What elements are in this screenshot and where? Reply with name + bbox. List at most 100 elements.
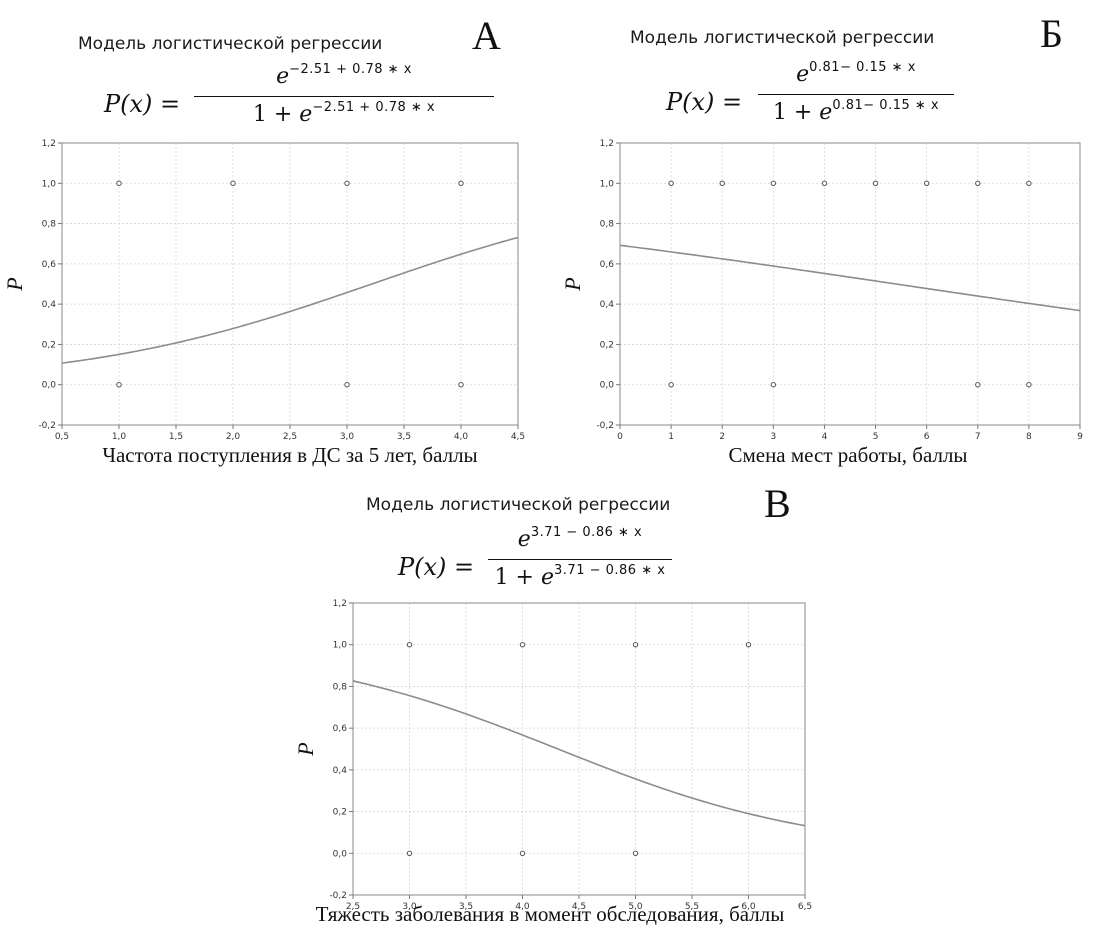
y-tick-label: 0,6 [600,260,615,270]
x-tick-label: 3,5 [459,902,473,912]
formula-denominator: 1 + e0.81− 0.15 ∗ x [772,98,940,125]
chart-title: Модель логистической регрессии [366,495,671,515]
x-tick-label: 2,5 [346,902,360,912]
data-point [770,382,777,388]
x-tick-label: 1,0 [112,432,127,442]
y-tick-label: 0,8 [333,682,348,692]
chart-title: Модель логистической регрессии [78,34,383,54]
y-tick-label: 0,0 [42,381,57,391]
x-tick-label: 5 [873,432,879,442]
y-tick-label: 1,2 [600,139,614,149]
x-tick-label: 6 [924,432,930,442]
y-tick-label: 0,6 [42,260,57,270]
y-tick-label: 0,2 [333,808,347,818]
formula-numerator: e0.81− 0.15 ∗ x [796,60,916,87]
x-tick-label: 4,5 [572,902,586,912]
y-tick-label: 0,2 [600,340,614,350]
x-tick-label: 4 [822,432,828,442]
logistic-curve [352,680,806,827]
panel-letter: В [764,481,791,526]
data-point [745,642,752,648]
x-tick-label: 2 [719,432,725,442]
x-axis-label: Смена мест работы, баллы [728,443,968,467]
x-axis-label: Частота поступления в ДС за 5 лет, баллы [102,443,478,467]
data-point [230,180,236,186]
x-axis-label: Тяжесть заболевания в момент обследовани… [315,902,785,926]
x-tick-label: 9 [1077,432,1083,442]
data-point [406,850,413,856]
denominator-exponent: 0.81− 0.15 ∗ x [832,98,940,113]
y-axis-label: P [293,742,318,756]
formula-denominator: 1 + e−2.51 + 0.78 ∗ x [252,100,436,127]
y-tick-label: 0,4 [600,300,615,310]
data-point [116,382,122,388]
y-tick-label: 1,0 [333,641,348,651]
y-axis-label: P [560,277,585,291]
chart-title: Модель логистической регрессии [630,28,935,48]
y-tick-label: -0,2 [329,891,347,901]
formula-numerator: e3.71 − 0.86 ∗ x [517,525,643,552]
formula-denominator: 1 + e3.71 − 0.86 ∗ x [494,563,666,590]
y-tick-label: 1,0 [600,179,615,189]
x-tick-label: 2,0 [226,432,241,442]
chart-a: 0,5 1,0 1,5 2,0 2,5 3,0 3,5 4,0 4,5 -0,2 0,0 0,2 0,4… [2,139,525,442]
data-point [519,642,526,648]
x-tick-label: 3,5 [397,432,411,442]
data-point [344,180,350,186]
x-tick-label: 2,5 [283,432,297,442]
y-tick-label: 0,4 [333,766,348,776]
y-tick-label: -0,2 [38,421,56,431]
data-point [632,850,639,856]
x-tick-label: 3 [770,432,776,442]
x-tick-label: 1,5 [169,432,183,442]
x-tick-label: 3,0 [340,432,355,442]
x-tick-label: 5,5 [685,902,699,912]
data-point [668,180,674,186]
y-tick-label: 1,2 [42,139,56,149]
x-tick-label: 4,5 [511,432,525,442]
data-point [975,180,981,186]
data-point [406,642,413,648]
data-point [458,180,464,186]
y-tick-label: 0,8 [600,220,615,230]
x-tick-label: 6,0 [741,902,756,912]
plot-frame [619,142,1081,426]
panel-letter: Б [1040,11,1063,56]
denominator-exponent: 3.71 − 0.86 ∗ x [554,563,666,578]
panel-letter: А [472,13,501,58]
data-point [1026,382,1032,388]
x-tick-label: 6,5 [798,902,812,912]
chart-c: 2,5 3,0 3,5 4,0 4,5 5,0 5,5 6,0 6,5 -0,2 0,0 0,2 0,4… [293,599,812,912]
chart-b: 0 1 2 3 4 5 6 7 8 9 -0,2 0,0 0,2 0,4 0,6 0,8 1,0 1,2 P [560,139,1083,442]
data-point [821,180,828,186]
data-point [719,180,725,186]
x-tick-label: 3,0 [402,902,417,912]
formula-numerator: e−2.51 + 0.78 ∗ x [276,62,412,89]
data-point [975,382,981,388]
fraction-bar [194,96,494,97]
logistic-curve [61,236,519,364]
y-tick-label: 0,0 [333,849,348,859]
x-tick-label: 0,5 [55,432,69,442]
data-point [872,180,879,186]
numerator-exponent: 0.81− 0.15 ∗ x [809,60,916,75]
fraction-bar [488,559,672,560]
data-point [923,180,930,186]
y-tick-label: -0,2 [596,421,614,431]
data-point [632,642,639,648]
y-tick-label: 0,8 [42,220,57,230]
fraction-bar [758,94,954,95]
y-tick-label: 0,6 [333,724,348,734]
x-tick-label: 1 [668,432,674,442]
denominator-exponent: −2.51 + 0.78 ∗ x [312,100,436,115]
formula-lhs: P(x) = [104,90,181,118]
data-point [1026,180,1032,186]
y-axis-label: P [2,277,27,291]
data-point [458,382,464,388]
y-tick-label: 0,2 [42,340,56,350]
y-tick-label: 0,4 [42,300,57,310]
data-point [770,180,777,186]
data-point [344,382,350,388]
x-tick-label: 4,0 [515,902,530,912]
x-tick-label: 4,0 [454,432,469,442]
